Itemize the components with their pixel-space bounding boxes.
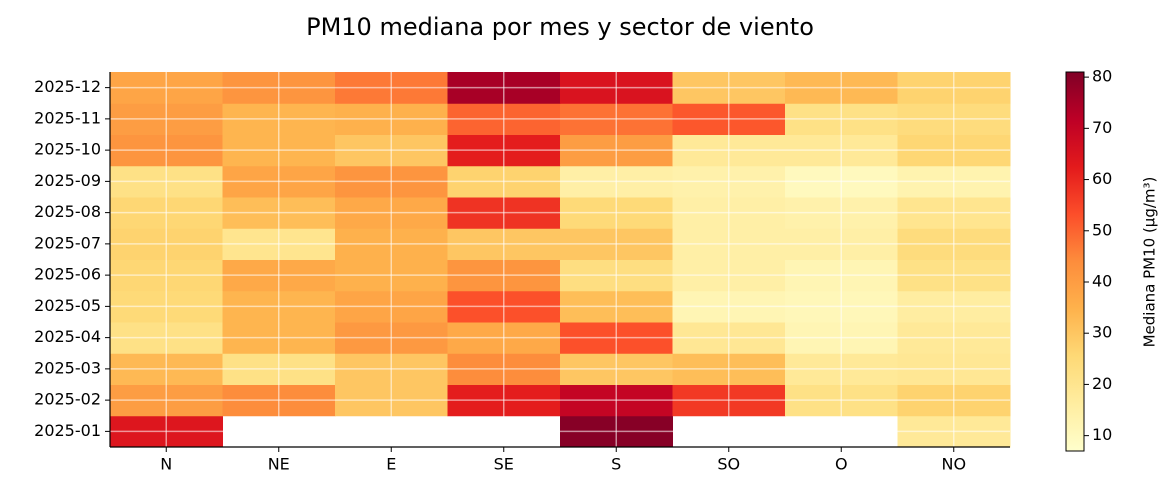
chart-title: PM10 mediana por mes y sector de viento — [306, 13, 814, 41]
x-tick-label: S — [611, 455, 621, 474]
y-tick-label: 2025-02 — [34, 390, 101, 409]
y-tick-label: 2025-10 — [34, 140, 101, 159]
colorbar-tick-label: 60 — [1092, 169, 1112, 188]
x-tick-label: E — [386, 455, 396, 474]
x-tick-label: O — [835, 455, 848, 474]
x-tick-label: NE — [268, 455, 290, 474]
y-tick-label: 2025-03 — [34, 358, 101, 377]
colorbar-tick-label: 70 — [1092, 118, 1112, 137]
y-tick-label: 2025-09 — [34, 171, 101, 190]
x-tick-label: SE — [494, 455, 514, 474]
colorbar-tick-label: 40 — [1092, 271, 1112, 290]
y-tick-label: 2025-01 — [34, 421, 101, 440]
y-tick-label: 2025-12 — [34, 77, 101, 96]
x-tick-label: NO — [941, 455, 966, 474]
colorbar-tick-label: 20 — [1092, 374, 1112, 393]
colorbar-tick-label: 30 — [1092, 323, 1112, 342]
colorbar-tick-label: 80 — [1092, 67, 1112, 86]
y-tick-label: 2025-06 — [34, 265, 101, 284]
y-tick-label: 2025-05 — [34, 296, 101, 315]
x-tick-label: N — [160, 455, 172, 474]
y-tick-label: 2025-04 — [34, 327, 101, 346]
y-tick-label: 2025-08 — [34, 202, 101, 221]
y-tick-label: 2025-11 — [34, 108, 101, 127]
colorbar-tick-label: 10 — [1092, 425, 1112, 444]
colorbar-tick-label: 50 — [1092, 220, 1112, 239]
x-tick-label: SO — [717, 455, 740, 474]
y-tick-label: 2025-07 — [34, 233, 101, 252]
colorbar-label: Mediana PM10 (µg/m³) — [1141, 177, 1159, 348]
colorbar — [1065, 71, 1085, 452]
